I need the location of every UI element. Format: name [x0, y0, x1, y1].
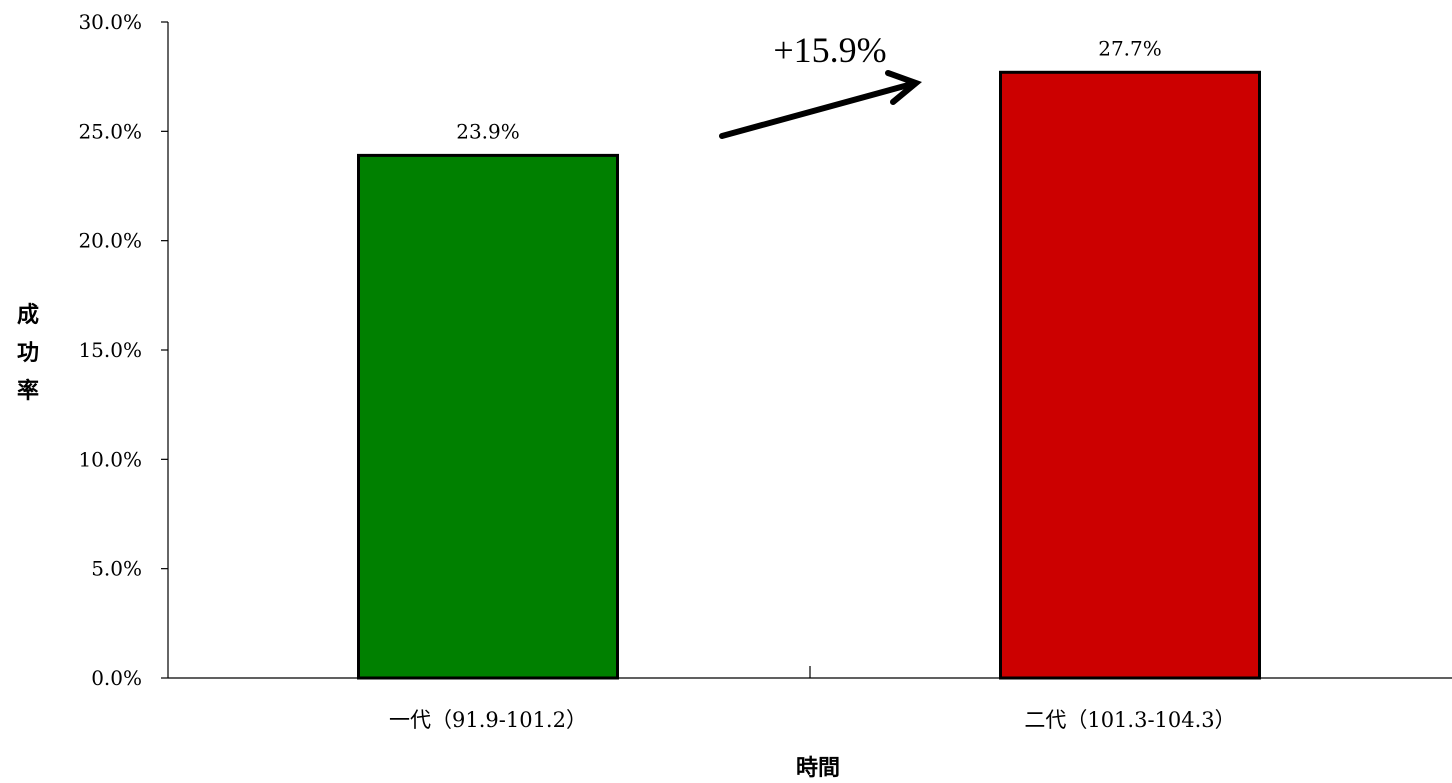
bar [357, 153, 619, 680]
annotation-arrow-head [885, 70, 922, 105]
data-labels: 23.9% 27.7% [456, 36, 1162, 143]
y-tick-label: 5.0% [91, 557, 142, 581]
bars [357, 70, 1261, 680]
annotation-text: +15.9% [773, 30, 886, 70]
x-axis-title: 時間 [796, 756, 840, 781]
y-tick-label: 15.0% [78, 338, 142, 362]
annotation-arrow-shaft [719, 81, 915, 139]
y-axis-title: 成功率 [17, 303, 39, 404]
x-axis-ticks: 一代（91.9-101.2） 二代（101.3-104.3） [389, 666, 1236, 732]
x-category-label: 一代（91.9-101.2） [389, 708, 587, 732]
y-tick-label: 25.0% [78, 119, 142, 143]
data-label: 27.7% [1098, 36, 1162, 60]
y-tick-label: 30.0% [78, 10, 142, 34]
bar [999, 70, 1261, 680]
data-label: 23.9% [456, 119, 520, 143]
increase-arrow-annotation: +15.9% [719, 30, 922, 139]
y-tick-label: 20.0% [78, 229, 142, 253]
y-axis-ticks: 0.0% 5.0% 10.0% 15.0% 20.0% 25.0% 30.0% [78, 10, 168, 690]
x-category-label: 二代（101.3-104.3） [1024, 708, 1235, 732]
y-tick-label: 10.0% [78, 447, 142, 471]
y-tick-label: 0.0% [91, 666, 142, 690]
